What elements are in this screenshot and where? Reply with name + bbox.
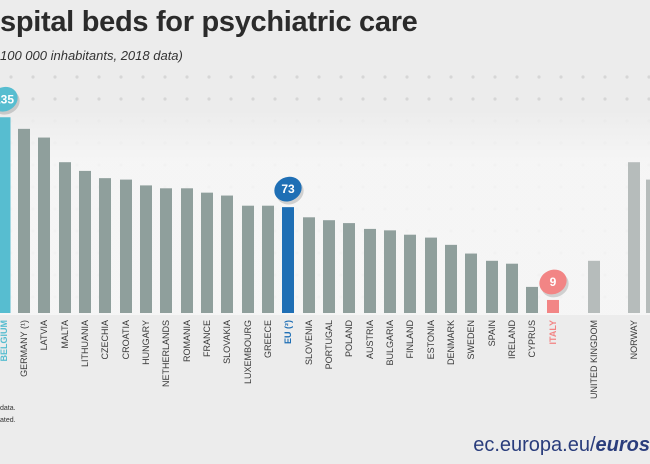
bar-ireland-25: [506, 263, 518, 313]
tick-label-hungary: HUNGARY: [141, 320, 151, 365]
tick-label-romania: ROMANIA: [182, 320, 192, 362]
data-label-belgium: 135: [0, 92, 14, 106]
bar-poland-17: [343, 223, 355, 313]
tick-label-slovakia: SLOVAKIA: [222, 320, 232, 364]
bar-greece-13: [262, 205, 274, 313]
tick-label-latvia: LATVIA: [39, 320, 49, 350]
tick-label-luxembourg: LUXEMBOURG: [243, 320, 253, 384]
bar-sweden-23: [465, 253, 477, 313]
bar-italy-27: [547, 299, 559, 313]
bar-cyprus-26: [526, 286, 538, 313]
footnote-1: data.: [0, 405, 16, 412]
callout-belgium: 135: [0, 86, 20, 115]
bar-estonia-21: [425, 237, 437, 313]
bar-slovakia-11: [221, 195, 233, 313]
tick-label-italy: ITALY: [548, 320, 558, 345]
tick-label-czechia: CZECHIA: [100, 320, 110, 360]
bar-norway-29: [628, 162, 640, 313]
chart-title: spital beds for psychiatric care: [0, 6, 418, 38]
bar-eu-14: [282, 207, 294, 313]
tick-label-denmark: DENMARK: [446, 320, 456, 365]
bar-croatia-6: [120, 179, 132, 313]
bar-unlabeled-30: [646, 179, 650, 313]
bar-lithuania-4: [79, 170, 91, 313]
tick-label-austria: AUSTRIA: [365, 320, 375, 359]
tick-label-lithuania: LITHUANIA: [80, 320, 90, 367]
tick-label-estonia: ESTONIA: [426, 320, 436, 359]
bar-france-10: [201, 192, 213, 313]
data-label-italy: 9: [550, 275, 557, 289]
tick-label-germany: GERMANY (¹): [19, 320, 29, 377]
tick-label-portugal: PORTUGAL: [324, 320, 334, 369]
tick-label-belgium: BELGIUM: [0, 320, 9, 362]
tick-label-eu: EU (²): [283, 320, 293, 344]
bar-finland-20: [404, 234, 416, 313]
bar-portugal-16: [323, 220, 335, 313]
callout-bubble: [539, 269, 567, 295]
callout-bubble: [0, 86, 18, 112]
tick-label-united-kingdom: UNITED KINGDOM: [589, 320, 599, 399]
source-prefix: ec.europa.eu/: [473, 434, 596, 456]
callout-eu: 73: [274, 176, 304, 205]
tick-label-slovenia: SLOVENIA: [304, 320, 314, 365]
tick-label-spain: SPAIN: [487, 320, 497, 346]
bar-luxembourg-12: [242, 205, 254, 313]
tick-label-netherlands: NETHERLANDS: [161, 320, 171, 387]
tick-label-greece: GREECE: [263, 320, 273, 358]
tick-label-croatia: CROATIA: [121, 320, 131, 359]
bar-denmark-22: [445, 244, 457, 313]
source-link[interactable]: ec.europa.eu/euros: [473, 434, 650, 457]
tick-label-france: FRANCE: [202, 320, 212, 357]
bar-bulgaria-19: [384, 230, 396, 313]
bar-malta-3: [59, 162, 71, 313]
footnote-2: ated.: [0, 417, 16, 424]
bar-germany-1: [18, 128, 30, 313]
bar-latvia-2: [38, 137, 50, 313]
tick-label-sweden: SWEDEN: [466, 320, 476, 360]
bar-slovenia-15: [303, 217, 315, 313]
source-brand: euros: [595, 434, 650, 456]
bar-romania-9: [181, 188, 193, 313]
tick-label-norway: NORWAY: [629, 320, 639, 359]
bar-belgium-0: [0, 117, 11, 313]
tick-label-bulgaria: BULGARIA: [385, 320, 395, 366]
bar-spain-24: [486, 260, 498, 313]
bar-netherlands-8: [160, 188, 172, 313]
tick-label-poland: POLAND: [344, 320, 354, 358]
tick-label-ireland: IRELAND: [507, 320, 517, 360]
bar-czechia-5: [99, 178, 111, 313]
tick-label-malta: MALTA: [60, 320, 70, 349]
chart-subtitle: 100 000 inhabitants, 2018 data): [0, 48, 183, 63]
data-label-eu: 73: [281, 182, 295, 196]
tick-label-cyprus: CYPRUS: [527, 320, 537, 358]
callout-italy: 9: [539, 269, 569, 298]
callout-bubble: [274, 176, 302, 202]
tick-label-finland: FINLAND: [405, 320, 415, 359]
bar-hungary-7: [140, 185, 152, 313]
bar-united-kingdom-28: [588, 260, 600, 313]
bar-austria-18: [364, 228, 376, 313]
